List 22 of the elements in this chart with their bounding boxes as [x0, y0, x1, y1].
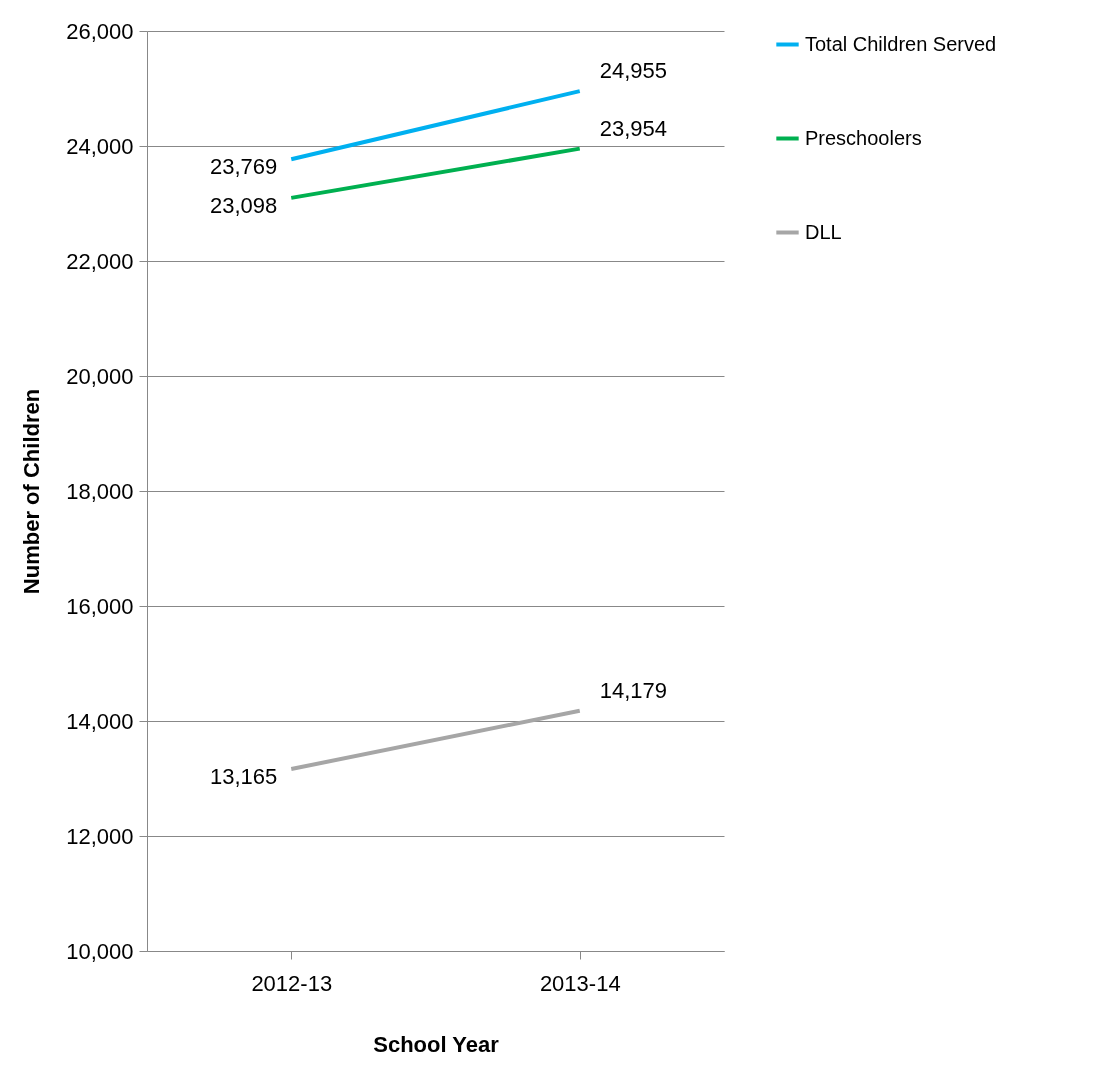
- legend-label: Preschoolers: [805, 126, 922, 149]
- legend-label: Total Children Served: [805, 32, 997, 55]
- y-tick-label: 20,000: [66, 363, 134, 389]
- data-label: 24,955: [599, 58, 668, 84]
- data-label: 14,179: [599, 677, 668, 703]
- y-tick-label: 14,000: [66, 708, 134, 734]
- x-tick-label: 2013-14: [539, 970, 621, 996]
- y-tick-label: 26,000: [66, 18, 134, 44]
- data-label: 13,165: [209, 764, 278, 790]
- x-axis-title: School Year: [373, 1031, 500, 1057]
- data-label: 23,954: [599, 115, 668, 141]
- y-axis-title: Number of Children: [19, 388, 45, 595]
- y-tick-label: 10,000: [66, 938, 134, 964]
- legend-label: DLL: [805, 220, 842, 243]
- y-tick-label: 16,000: [66, 593, 134, 619]
- y-tick-label: 24,000: [66, 133, 134, 159]
- x-tick-label: 2012-13: [251, 970, 333, 996]
- y-tick-label: 18,000: [66, 478, 134, 504]
- data-label: 23,098: [209, 192, 278, 218]
- y-tick-label: 12,000: [66, 823, 134, 849]
- y-tick-label: 22,000: [66, 248, 134, 274]
- data-label: 23,769: [209, 154, 278, 180]
